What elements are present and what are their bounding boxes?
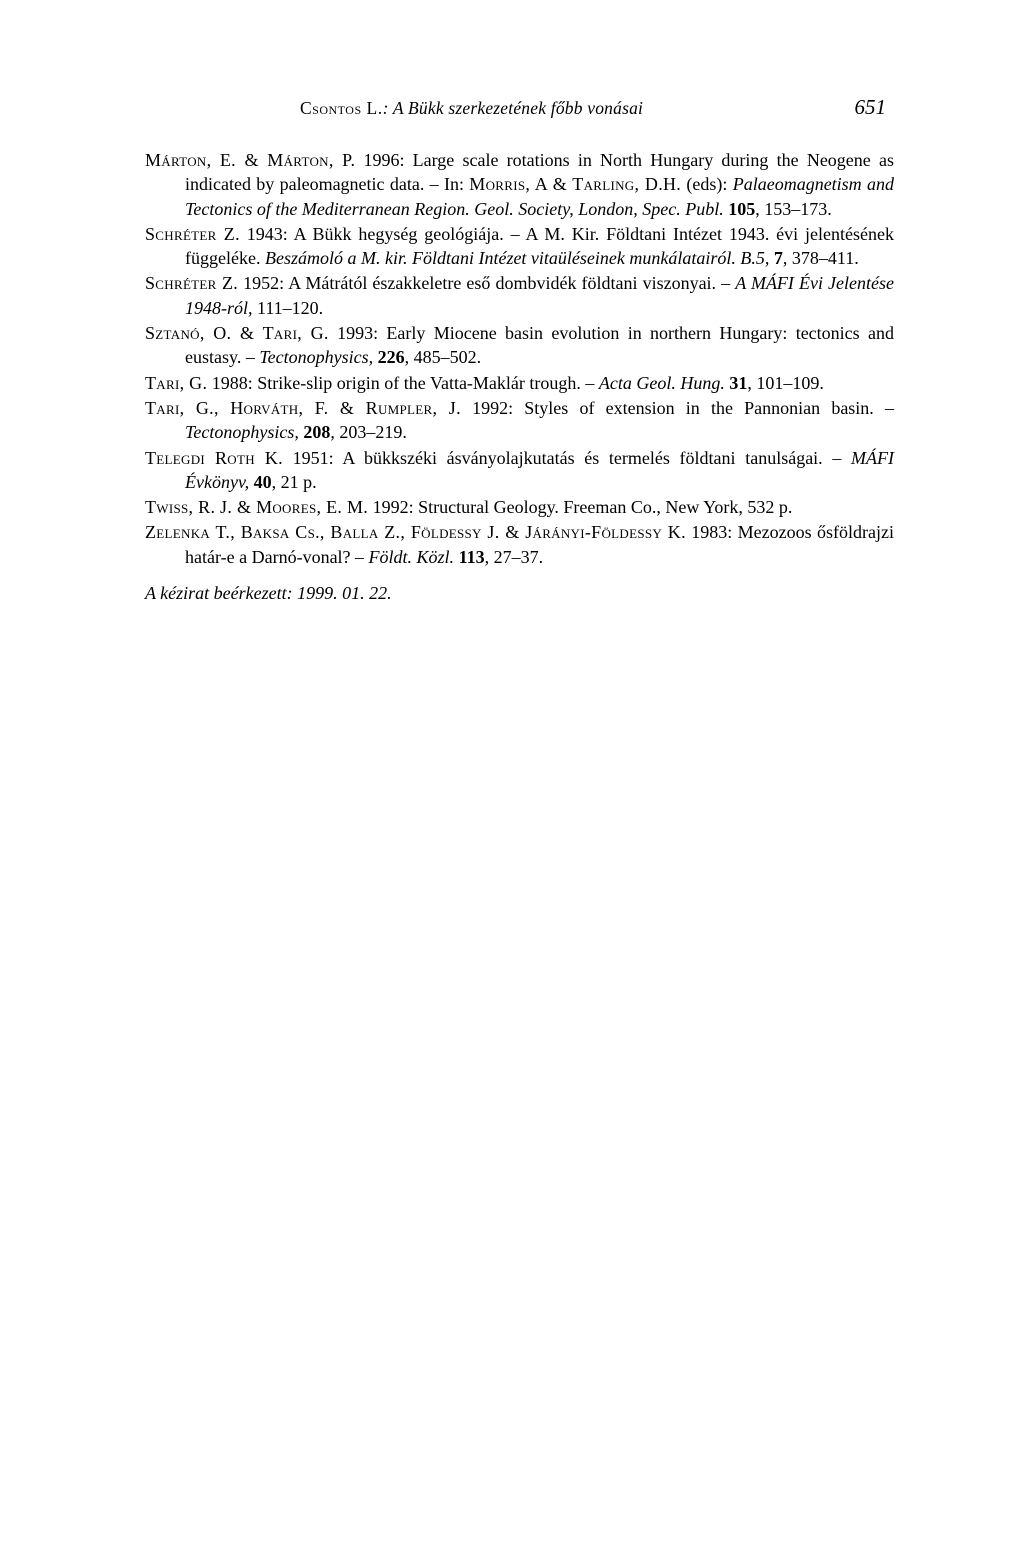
page-number: 651 <box>855 95 887 120</box>
reference-item: Tari, G. 1988: Strike-slip origin of the… <box>145 371 894 395</box>
page-header: Csontos L.: A Bükk szerkezetének főbb vo… <box>145 95 894 120</box>
reference-item: Márton, E. & Márton, P. 1996: Large scal… <box>145 148 894 221</box>
reference-item: Twiss, R. J. & Moores, E. M. 1992: Struc… <box>145 495 894 519</box>
reference-item: Schréter Z. 1952: A Mátrától északkeletr… <box>145 271 894 320</box>
reference-item: Zelenka T., Baksa Cs., Balla Z., Földess… <box>145 520 894 569</box>
running-head-author: Csontos L. <box>300 98 383 118</box>
manuscript-received: A kézirat beérkezett: 1999. 01. 22. <box>145 583 894 604</box>
running-head: Csontos L.: A Bükk szerkezetének főbb vo… <box>300 98 643 119</box>
running-head-title: : A Bükk szerkezetének főbb vonásai <box>383 98 644 118</box>
reference-item: Tari, G., Horváth, F. & Rumpler, J. 1992… <box>145 396 894 445</box>
reference-item: Schréter Z. 1943: A Bükk hegység geológi… <box>145 222 894 271</box>
references-list: Márton, E. & Márton, P. 1996: Large scal… <box>145 148 894 569</box>
reference-item: Telegdi Roth K. 1951: A bükkszéki ásvány… <box>145 446 894 495</box>
reference-item: Sztanó, O. & Tari, G. 1993: Early Miocen… <box>145 321 894 370</box>
